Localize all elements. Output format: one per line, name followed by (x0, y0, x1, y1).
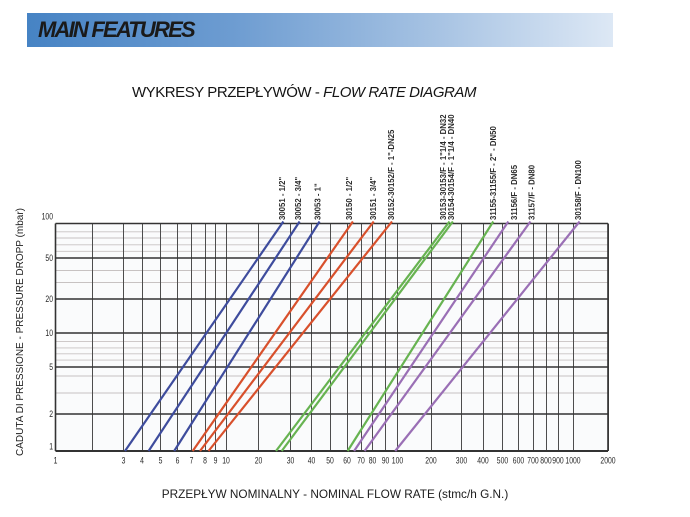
svg-text:50: 50 (45, 253, 53, 263)
svg-text:3: 3 (122, 455, 126, 465)
svg-text:30051 - 1/2": 30051 - 1/2" (278, 177, 287, 220)
svg-text:100: 100 (392, 455, 403, 465)
svg-text:31155-31155/F - 2" - DN50: 31155-31155/F - 2" - DN50 (489, 125, 498, 220)
svg-text:PRZEPŁYW NOMINALNY - NOMINAL F: PRZEPŁYW NOMINALNY - NOMINAL FLOW RATE (… (162, 487, 509, 501)
svg-text:20: 20 (45, 294, 53, 304)
svg-text:30154-30154/F - 1"1/4 - DN40: 30154-30154/F - 1"1/4 - DN40 (447, 114, 456, 220)
svg-text:90: 90 (382, 455, 390, 465)
svg-text:500: 500 (497, 455, 508, 465)
svg-text:6: 6 (176, 455, 180, 465)
svg-text:1: 1 (54, 455, 58, 465)
svg-text:200: 200 (425, 455, 436, 465)
svg-text:31157/F - DN80: 31157/F - DN80 (527, 164, 536, 220)
svg-text:5: 5 (159, 455, 163, 465)
svg-text:2: 2 (49, 409, 53, 419)
svg-text:8: 8 (203, 455, 207, 465)
svg-text:30: 30 (287, 455, 295, 465)
svg-text:1000: 1000 (565, 455, 580, 465)
svg-text:40: 40 (308, 455, 316, 465)
svg-text:900: 900 (552, 455, 563, 465)
svg-text:300: 300 (456, 455, 467, 465)
svg-text:700: 700 (527, 455, 538, 465)
svg-text:30153-30153/F - 1"1/4 - DN32: 30153-30153/F - 1"1/4 - DN32 (439, 114, 448, 220)
svg-text:20: 20 (255, 455, 263, 465)
svg-text:4: 4 (140, 455, 144, 465)
svg-text:30150 - 1/2": 30150 - 1/2" (345, 177, 354, 220)
svg-text:2000: 2000 (600, 455, 615, 465)
svg-text:400: 400 (477, 455, 488, 465)
svg-text:10: 10 (222, 455, 230, 465)
svg-text:800: 800 (540, 455, 551, 465)
svg-text:30053 - 1": 30053 - 1" (313, 183, 322, 220)
svg-text:CADUTA DI PRESSIONE - PRESSURE: CADUTA DI PRESSIONE - PRESSURE DROPP (mb… (15, 208, 26, 456)
svg-text:9: 9 (214, 455, 218, 465)
svg-text:600: 600 (513, 455, 524, 465)
svg-text:7: 7 (190, 455, 194, 465)
svg-text:100: 100 (42, 212, 53, 222)
svg-text:30152-30152/F - 1"-DN25: 30152-30152/F - 1"-DN25 (387, 129, 396, 220)
svg-text:10: 10 (45, 328, 53, 338)
svg-text:30158/F - DN100: 30158/F - DN100 (574, 160, 583, 220)
svg-text:60: 60 (343, 455, 351, 465)
svg-text:30151 - 3/4": 30151 - 3/4" (369, 177, 378, 220)
svg-text:31156/F - DN65: 31156/F - DN65 (510, 164, 519, 220)
svg-text:5: 5 (49, 362, 53, 372)
svg-text:1: 1 (49, 442, 53, 452)
svg-text:50: 50 (326, 455, 334, 465)
svg-text:80: 80 (369, 455, 377, 465)
svg-text:70: 70 (357, 455, 365, 465)
svg-text:30052 - 3/4": 30052 - 3/4" (294, 177, 303, 220)
